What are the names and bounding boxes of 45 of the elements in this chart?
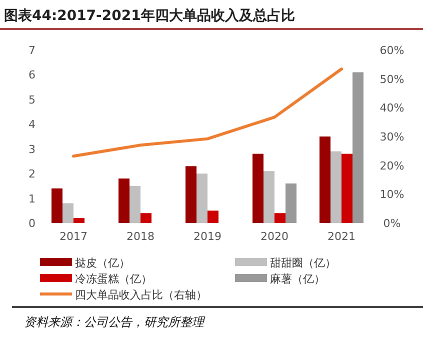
x-tick-label: 2017 <box>60 230 88 243</box>
legend-label: 冷冻蛋糕（亿） <box>75 272 152 286</box>
bar <box>140 213 152 223</box>
y2-tick-label: 30% <box>380 130 404 144</box>
legend-label: 挞皮（亿） <box>75 256 130 270</box>
y-tick-label: 5 <box>28 93 36 106</box>
line-series <box>72 68 343 158</box>
bar <box>352 72 364 223</box>
bar <box>286 183 296 223</box>
bar <box>196 174 208 223</box>
x-tick-label: 2021 <box>328 230 356 243</box>
bar <box>320 136 330 223</box>
legend-label: 四大单品收入占比（右轴） <box>75 288 207 302</box>
bar <box>252 154 264 223</box>
y2-tick-label: 20% <box>380 159 404 172</box>
y2-tick-label: 0% <box>383 217 401 230</box>
bar <box>274 213 286 223</box>
y-tick-label: 1 <box>28 192 36 206</box>
bar <box>62 203 74 223</box>
y-tick-label: 6 <box>28 68 36 82</box>
legend-label: 甜甜圈（亿） <box>270 256 336 270</box>
bar <box>118 178 130 223</box>
bar <box>74 218 84 223</box>
y2-tick-label: 50% <box>380 72 404 86</box>
y-tick-label: 3 <box>28 142 36 156</box>
y2-tick-label: 10% <box>380 188 404 202</box>
y-tick-label: 7 <box>28 44 36 57</box>
bar <box>208 210 218 223</box>
x-tick-label: 2019 <box>194 230 222 243</box>
bar <box>186 166 196 223</box>
bar <box>130 186 140 223</box>
chart-title: 图表44:2017-2021年四大单品收入及总占比 <box>4 8 295 24</box>
y-tick-label: 4 <box>28 118 36 132</box>
bar <box>342 154 352 223</box>
bar <box>52 188 62 223</box>
y2-tick-label: 60% <box>380 44 404 57</box>
y-tick-label: 2 <box>28 168 36 181</box>
bar <box>264 171 274 223</box>
y-tick-label: 0 <box>28 217 36 230</box>
x-tick-label: 2018 <box>126 230 154 243</box>
bar <box>330 151 342 223</box>
x-tick-label: 2020 <box>260 230 288 243</box>
text: 资料来源：公司公告，研究所整理 <box>24 315 206 329</box>
legend-label: 麻薯（亿） <box>270 272 325 286</box>
y2-tick-label: 40% <box>380 102 404 115</box>
